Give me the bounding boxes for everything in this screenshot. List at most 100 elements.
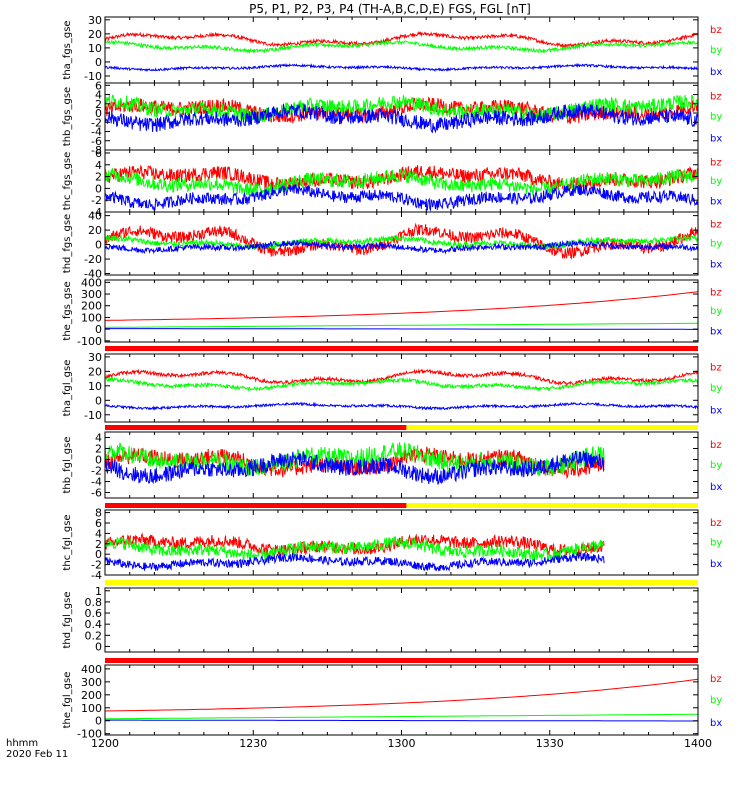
series-bz-line xyxy=(104,532,605,558)
y-tick-label: 0 xyxy=(95,323,102,336)
series-bx-line xyxy=(104,239,699,255)
y-axis-label: tha_fgl_gse xyxy=(62,360,73,417)
y-tick-label: 0 xyxy=(95,715,102,728)
y-tick-label: -2 xyxy=(91,465,102,478)
y-tick-label: 400 xyxy=(81,663,102,676)
legend-bz: bz xyxy=(710,440,722,451)
y-tick-label: 20 xyxy=(88,224,102,237)
y-axis-label: thb_fgl_gse xyxy=(62,437,73,494)
y-tick-label: -10 xyxy=(84,70,102,83)
y-tick-label: 100 xyxy=(81,702,102,715)
y-axis-label: thc_fgl_gse xyxy=(62,514,73,570)
y-tick-label: 0 xyxy=(95,107,102,120)
panel-frame xyxy=(104,16,699,84)
y-tick-label: 0.8 xyxy=(85,596,103,609)
legend-bz: bz xyxy=(710,674,722,685)
panel-thd_fgl_gse: 00.20.40.60.81 thd_fgl_gse xyxy=(62,585,699,653)
y-tick-label: 4 xyxy=(95,432,102,445)
legend-bx: bx xyxy=(710,134,722,145)
y-tick-label: 1 xyxy=(95,585,102,598)
y-tick-label: -2 xyxy=(91,194,102,207)
y-axis-label: thc_fgs_gse xyxy=(62,152,73,211)
y-tick-label: -6 xyxy=(91,487,102,500)
y-tick-label: -100 xyxy=(77,335,102,348)
series-bx-line xyxy=(104,450,605,485)
y-tick-label: 200 xyxy=(81,300,102,313)
status-bar-segment xyxy=(105,346,698,351)
series-by-line xyxy=(105,713,698,720)
legend-bx: bx xyxy=(710,326,722,337)
legend-bz: bz xyxy=(710,157,722,168)
y-tick-label: 0.2 xyxy=(85,629,103,642)
y-tick-label: 0 xyxy=(95,182,102,195)
legend-by: by xyxy=(710,45,722,56)
status-bar xyxy=(105,503,698,508)
series-bx-line xyxy=(104,328,698,330)
y-tick-label: 20 xyxy=(88,28,102,41)
y-tick-label: 6 xyxy=(95,517,102,530)
legend-by: by xyxy=(710,383,722,394)
legend-by: by xyxy=(710,538,722,549)
series-bx-line xyxy=(104,401,699,411)
y-tick-label: 4 xyxy=(95,527,102,540)
y-tick-label: 0.4 xyxy=(85,618,103,631)
panel-frame xyxy=(104,353,699,423)
y-tick-label: -2 xyxy=(91,559,102,572)
y-tick-label: 0 xyxy=(95,239,102,252)
series-by-line xyxy=(104,168,699,197)
y-tick-label: -20 xyxy=(84,253,102,266)
legend-bx: bx xyxy=(710,559,722,570)
panel-frame xyxy=(104,279,699,343)
y-tick-label: 400 xyxy=(81,276,102,289)
series-bx-line xyxy=(104,103,699,134)
y-tick-label: 10 xyxy=(88,42,102,55)
legend-by: by xyxy=(710,112,722,123)
y-tick-label: 100 xyxy=(81,311,102,324)
series-bx-line xyxy=(104,184,699,212)
status-bar-segment xyxy=(105,503,407,508)
legend-by: by xyxy=(710,695,722,706)
series-bz-line xyxy=(104,30,699,49)
y-tick-label: 300 xyxy=(81,288,102,301)
legend-bz: bz xyxy=(710,287,722,298)
legend-by: by xyxy=(710,239,722,250)
status-bar-segment xyxy=(105,580,698,585)
series-by-line xyxy=(104,535,605,562)
y-axis-label: the_fgs_gse xyxy=(62,281,73,340)
y-tick-label: -40 xyxy=(84,268,102,281)
y-tick-label: 200 xyxy=(81,689,102,702)
y-axis-label: thb_fgs_gse xyxy=(62,87,73,146)
y-tick-label: 2 xyxy=(95,171,102,184)
status-bar xyxy=(105,658,698,663)
status-bar-segment xyxy=(406,503,698,508)
legend-bz: bz xyxy=(710,91,722,102)
status-bar-segment xyxy=(105,425,407,430)
y-tick-label: 0 xyxy=(95,640,102,653)
y-tick-label: 30 xyxy=(88,14,102,27)
y-tick-label: 4 xyxy=(95,159,102,172)
legend-bz: bz xyxy=(710,25,722,36)
y-tick-label: 30 xyxy=(88,351,102,364)
y-tick-label: -6 xyxy=(91,135,102,148)
status-bar xyxy=(105,425,698,430)
legend-bx: bx xyxy=(710,259,722,270)
y-tick-label: 0.6 xyxy=(85,607,103,620)
status-bar-segment xyxy=(105,658,698,663)
series-bx-line xyxy=(105,719,698,722)
panel-frame xyxy=(104,211,699,276)
y-axis-label: thd_fgl_gse xyxy=(62,592,73,649)
y-tick-label: -2 xyxy=(91,116,102,129)
y-axis-label: tha_fgs_gse xyxy=(62,20,73,79)
legend-bx: bx xyxy=(710,405,722,416)
y-tick-label: 300 xyxy=(81,676,102,689)
series-by-line xyxy=(104,322,698,328)
y-tick-label: 0 xyxy=(95,548,102,561)
legend-bx: bx xyxy=(710,482,722,493)
